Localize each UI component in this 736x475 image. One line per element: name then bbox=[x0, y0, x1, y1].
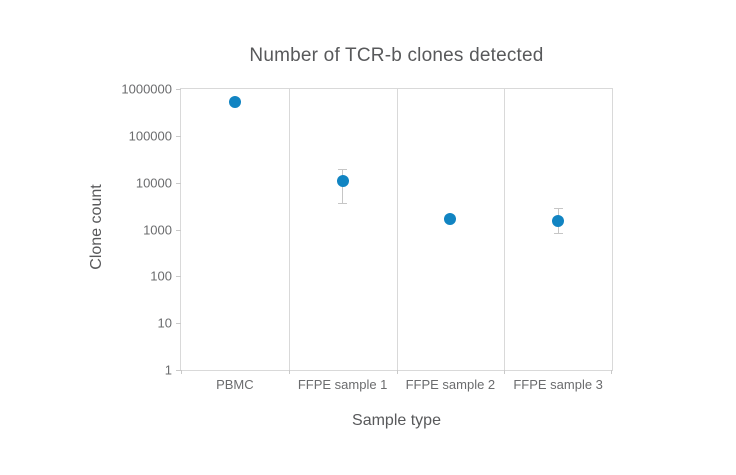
data-point bbox=[552, 214, 565, 227]
error-bar-cap bbox=[553, 207, 563, 209]
y-axis-tick-label: 1000 bbox=[143, 222, 172, 237]
y-axis-tick bbox=[176, 135, 181, 137]
y-axis-title: Clone count bbox=[88, 184, 105, 270]
plot-area: 1 10 100 1000 10000 100000 1000000 PBMC FFPE sam… bbox=[121, 82, 613, 392]
x-axis-tick bbox=[288, 370, 290, 374]
x-axis-title: Sample type bbox=[352, 412, 441, 429]
data-point bbox=[228, 96, 241, 109]
y-axis-tick-label: 1 bbox=[164, 362, 172, 378]
error-bar-cap bbox=[338, 168, 348, 170]
y-axis-tick bbox=[176, 323, 181, 325]
y-axis-tick-label: 1000000 bbox=[121, 81, 172, 97]
y-axis-tick-label: 100000 bbox=[128, 128, 172, 144]
y-axis-tick-label: 10000 bbox=[135, 175, 172, 191]
error-bar-cap bbox=[338, 202, 348, 204]
y-axis-tick bbox=[176, 276, 181, 278]
x-axis-tick bbox=[181, 370, 182, 374]
x-axis-tick bbox=[611, 370, 612, 374]
error-bar-cap bbox=[553, 232, 563, 234]
x-axis-category-label: FFPE sample 2 bbox=[405, 377, 496, 392]
x-axis-tick bbox=[396, 370, 398, 374]
x-axis-category-label: FFPE sample 3 bbox=[513, 377, 603, 392]
x-axis-category-label: FFPE sample 1 bbox=[297, 377, 388, 392]
y-axis-tick bbox=[176, 370, 181, 371]
x-axis-tick bbox=[504, 370, 506, 374]
panel-separator bbox=[504, 89, 506, 370]
y-axis-tick bbox=[176, 89, 181, 90]
panel-separator bbox=[288, 89, 290, 370]
data-point bbox=[336, 174, 349, 187]
y-axis-tick bbox=[176, 182, 181, 184]
chart-title: Number of TCR-b clones detected bbox=[249, 45, 544, 66]
x-axis-category-label: PBMC bbox=[216, 377, 254, 392]
y-axis-tick-label: 10 bbox=[157, 315, 172, 331]
panel-separator bbox=[396, 89, 398, 370]
data-point bbox=[444, 212, 457, 225]
y-axis-tick-label: 100 bbox=[150, 268, 172, 284]
y-axis-tick bbox=[176, 229, 181, 231]
